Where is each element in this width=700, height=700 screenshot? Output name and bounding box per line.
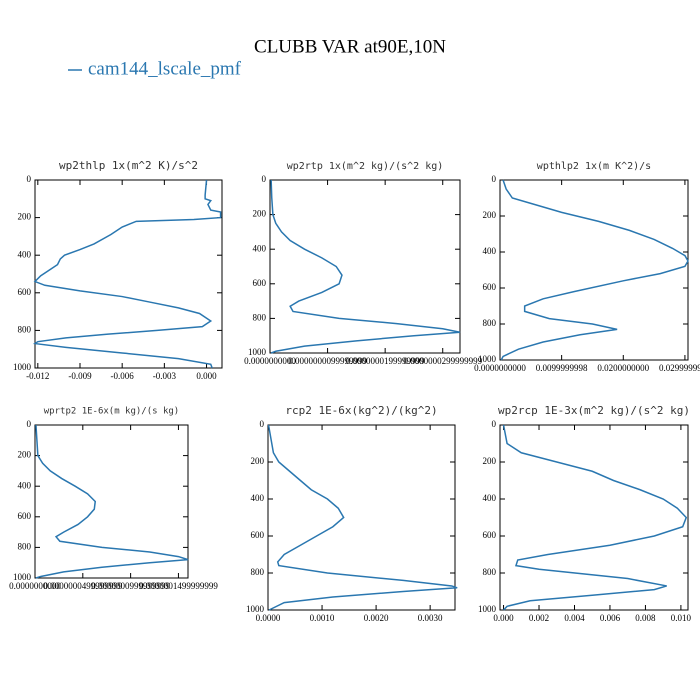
x-tick-label: 0.0010 [310,613,335,623]
x-tick-label: 0.004 [564,613,585,623]
x-tick-label: 0.010 [671,613,692,623]
x-tick-label: -0.009 [68,371,92,381]
x-tick-label: 0.0000 [256,613,281,623]
plot-frame [269,179,461,354]
y-tick-label: 400 [18,480,32,490]
profile-line [500,179,689,361]
y-tick-label: 400 [483,493,497,503]
x-tick-label: -0.006 [111,371,135,381]
y-tick-label: 1000 [478,604,497,614]
panel: wprtp2 1E-6x(m kg)/(s kg) 0 200 400 600 800 10… [9,407,218,592]
x-tick-label: 0.0000000499999999 [43,581,122,591]
y-tick-label: 600 [483,530,497,540]
y-tick-label: 0 [492,419,497,429]
x-tick-label: 0.000 [493,613,514,623]
y-tick-label: 800 [18,324,32,334]
y-tick-label: 200 [253,209,267,219]
y-tick-label: 1000 [248,347,267,357]
y-tick-label: 200 [483,210,497,220]
panel-title: wprtp2 1E-6x(m kg)/(s kg) [44,407,179,417]
x-tick-label: 0.0299999990 [659,363,700,373]
y-tick-label: 600 [483,282,497,292]
y-tick-label: 0 [260,419,265,429]
x-tick-label: 0.008 [635,613,656,623]
y-tick-label: 200 [251,456,265,466]
plot-frame [34,424,189,579]
y-tick-label: 600 [253,278,267,288]
y-tick-label: 400 [18,249,32,259]
y-tick-label: 600 [18,511,32,521]
y-tick-label: 1000 [478,354,497,364]
figure-title: CLUBB VAR at90E,10N [254,36,446,57]
y-tick-label: 200 [18,212,32,222]
x-tick-label: 0.0099999998 [536,363,588,373]
profile-line [32,179,222,369]
profile-line [267,424,458,611]
x-tick-label: 0.0000000000 [474,363,526,373]
panel-title: wp2rtp 1x(m^2 kg)/(s^2 kg) [287,161,444,172]
panel: wpthlp2 1x(m K^2)/s020040060080010000.00… [474,161,700,373]
x-tick-label: 0.0000001499999999 [139,581,218,591]
y-tick-label: 200 [483,456,497,466]
x-tick-label: 0.002 [529,613,549,623]
y-tick-label: 1000 [13,572,32,582]
y-tick-label: 400 [251,493,265,503]
x-tick-label: 0.0000000099999999 [288,356,367,366]
plot-frame [267,424,456,611]
y-tick-label: 1000 [246,604,265,614]
x-tick-label: 0.0000000299999999 [403,356,482,366]
y-tick-label: 0 [27,419,32,429]
y-tick-label: 1000 [13,362,32,372]
y-tick-label: 0 [27,174,32,184]
panel: rcp2 1E-6x(kg^2)/(kg^2) 0 200 400 600 800 1000… [246,404,458,623]
x-tick-label: 0.0000000000 [9,581,61,591]
legend-label: cam144_lscale_pmf [88,58,242,79]
y-tick-label: 400 [253,243,267,253]
x-tick-label: 0.0200000000 [597,363,649,373]
panel-title: wp2rcp 1E-3x(m^2 kg)/(s^2 kg) [498,404,690,417]
x-tick-label: 0.006 [600,613,621,623]
y-tick-label: 800 [483,567,497,577]
x-tick-label: 0.0000000999999999 [91,581,170,591]
panel: wp2rcp 1E-3x(m^2 kg)/(s^2 kg)0 200 400 600 8… [478,404,692,623]
panel: wp2thlp 1x(m^2 K)/s^202004006008001000-0… [13,159,223,381]
y-tick-label: 800 [251,567,265,577]
x-tick-label: -0.012 [26,371,49,381]
panel: wp2rtp 1x(m^2 kg)/(s^2 kg) 0 200 400 600 800 1… [244,161,482,366]
profile-line [502,424,688,611]
plot-frame [34,179,223,369]
plot-frame [499,179,689,361]
x-tick-label: 0.0020 [364,613,389,623]
panel-title: rcp2 1E-6x(kg^2)/(kg^2) [285,404,437,417]
y-tick-label: 800 [253,312,267,322]
y-tick-label: 600 [251,530,265,540]
y-tick-label: 600 [18,287,32,297]
x-tick-label: 0.0000000199999999 [346,356,425,366]
y-tick-label: 800 [483,318,497,328]
panel-title: wp2thlp 1x(m^2 K)/s^2 [59,159,198,172]
x-tick-label: -0.003 [153,371,177,381]
y-tick-label: 800 [18,541,32,551]
y-tick-label: 0 [262,174,267,184]
y-tick-label: 400 [483,246,497,256]
x-tick-label: 0.0000000000 [244,356,296,366]
y-tick-label: 200 [18,450,32,460]
plot-frame [499,424,689,611]
profile-line [35,424,189,579]
panel-title: wpthlp2 1x(m K^2)/s [537,161,651,172]
x-tick-label: 0.000 [196,371,217,381]
x-tick-label: 0.0030 [418,613,443,623]
y-tick-label: 0 [492,174,497,184]
profile-line [270,179,461,354]
